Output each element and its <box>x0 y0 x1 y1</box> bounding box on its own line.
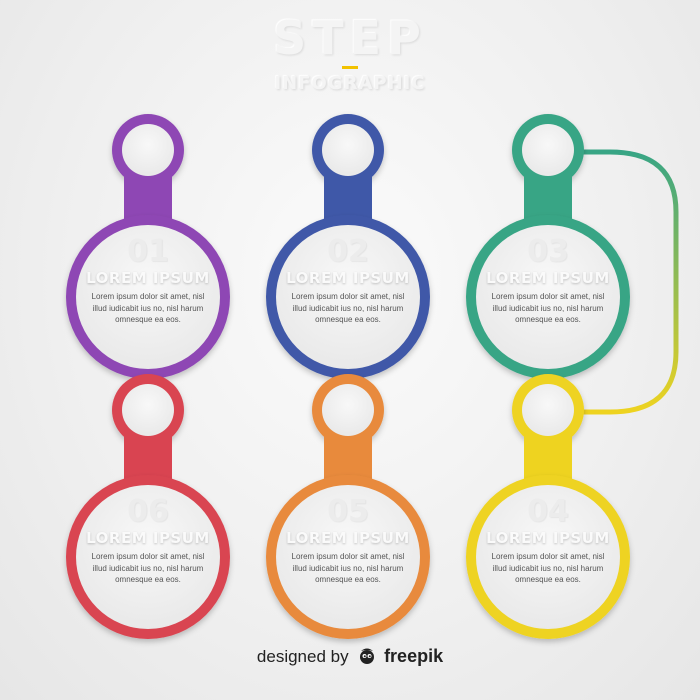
step-6-badge <box>122 384 174 436</box>
step-4-node <box>466 374 630 639</box>
step-4-card-face <box>476 485 620 629</box>
step-number: 02 <box>327 234 369 269</box>
step-1-card-face <box>76 225 220 369</box>
step-2-badge <box>322 124 374 176</box>
step-1-badge <box>122 124 174 176</box>
step-2-card-face <box>276 225 420 369</box>
step-description: Lorem ipsum dolor sit amet, nisl illud i… <box>291 292 405 324</box>
step-number: 05 <box>327 494 369 529</box>
infographic-subtitle: INFOGRAPHIC <box>274 73 426 94</box>
step-description: Lorem ipsum dolor sit amet, nisl illud i… <box>491 552 605 584</box>
step-heading: LOREM IPSUM <box>486 269 610 287</box>
footer-prefix: designed by <box>256 647 349 666</box>
step-6-text: 06 LOREM IPSUM Lorem ipsum dolor sit amet,… <box>78 495 218 586</box>
step-4-text: 04 LOREM IPSUM Lorem ipsum dolor sit amet,… <box>478 495 618 586</box>
step-3-card-face <box>476 225 620 369</box>
title-block: STEP INFOGRAPHIC <box>0 12 700 94</box>
step-heading: LOREM IPSUM <box>486 529 610 547</box>
step-heading: LOREM IPSUM <box>286 269 410 287</box>
step-description: Lorem ipsum dolor sit amet, nisl illud i… <box>91 292 205 324</box>
step-2-node <box>266 114 430 379</box>
step-5-text: 05 LOREM IPSUM Lorem ipsum dolor sit amet,… <box>278 495 418 586</box>
step-5-badge <box>322 384 374 436</box>
step-3-text: 03 LOREM IPSUM Lorem ipsum dolor sit amet,… <box>478 235 618 326</box>
freepik-logo-icon <box>360 648 375 664</box>
step-description: Lorem ipsum dolor sit amet, nisl illud i… <box>91 552 205 584</box>
step-5-card-face <box>276 485 420 629</box>
step-2-text: 02 LOREM IPSUM Lorem ipsum dolor sit amet,… <box>278 235 418 326</box>
title-accent-bar <box>342 66 358 69</box>
footer-credit: designed by freepik <box>0 646 700 667</box>
step-6-card-face <box>76 485 220 629</box>
step-3-badge <box>522 124 574 176</box>
step-heading: LOREM IPSUM <box>286 529 410 547</box>
step-shapes <box>66 114 630 639</box>
step-heading: LOREM IPSUM <box>86 529 210 547</box>
step-4-badge <box>522 384 574 436</box>
infographic-title: STEP <box>273 11 427 65</box>
step-description: Lorem ipsum dolor sit amet, nisl illud i… <box>491 292 605 324</box>
step-number: 04 <box>527 494 569 529</box>
footer-brand: freepik <box>384 646 444 666</box>
step-heading: LOREM IPSUM <box>86 269 210 287</box>
step-description: Lorem ipsum dolor sit amet, nisl illud i… <box>291 552 405 584</box>
step-6-node <box>66 374 230 639</box>
step-number: 01 <box>127 234 169 269</box>
step-5-node <box>266 374 430 639</box>
step-1-node <box>66 114 230 379</box>
step-3-node <box>466 114 630 379</box>
step-number: 06 <box>127 494 169 529</box>
step-1-text: 01 LOREM IPSUM Lorem ipsum dolor sit amet,… <box>78 235 218 326</box>
step-number: 03 <box>527 234 569 269</box>
side-connector-curve <box>548 149 679 415</box>
